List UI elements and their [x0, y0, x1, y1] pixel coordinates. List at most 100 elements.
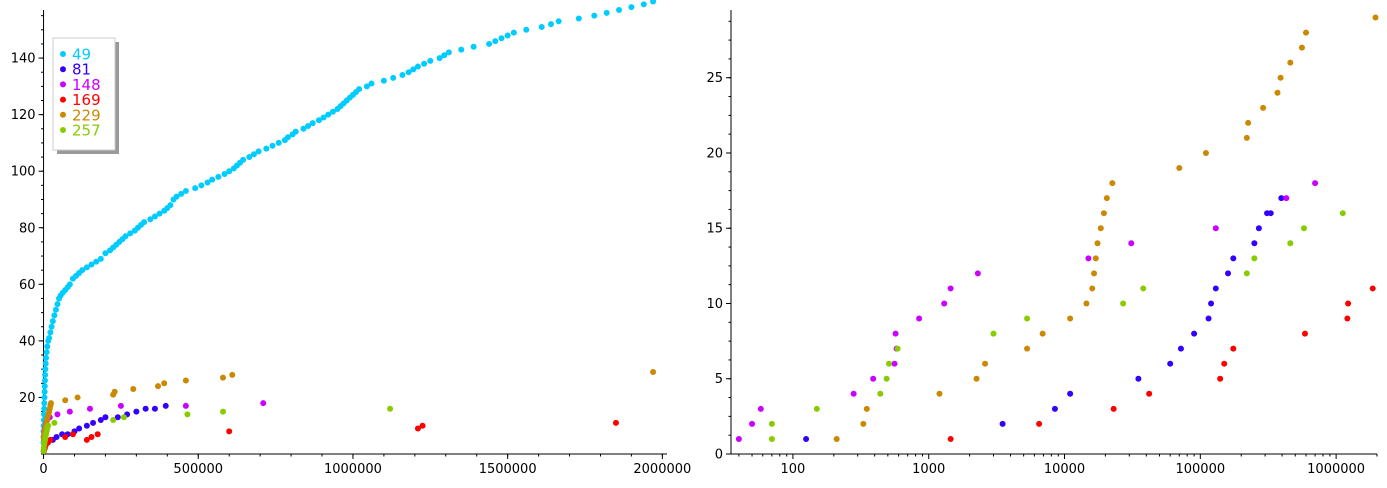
data-point — [49, 318, 56, 325]
data-point — [198, 182, 205, 189]
series-148 — [735, 180, 1319, 442]
data-point — [44, 343, 51, 350]
data-point — [86, 405, 93, 412]
data-point — [142, 405, 149, 412]
legend-marker — [60, 127, 66, 133]
data-point — [441, 52, 448, 59]
data-point — [1212, 225, 1219, 232]
data-point — [380, 77, 387, 84]
legend-label: 49 — [72, 46, 91, 64]
data-point — [192, 185, 199, 192]
legend-marker — [60, 81, 66, 88]
data-point — [1287, 59, 1294, 66]
y-tick-label: 120 — [11, 108, 36, 123]
data-point — [870, 375, 877, 382]
data-point — [209, 176, 216, 183]
data-point — [1110, 405, 1117, 412]
data-point — [1255, 225, 1262, 232]
data-point — [83, 264, 90, 271]
data-point — [982, 360, 989, 367]
legend-marker — [60, 51, 66, 57]
x-tick-label: 0 — [39, 462, 47, 477]
data-point — [1083, 300, 1090, 307]
data-point — [45, 422, 52, 429]
data-point — [1039, 330, 1046, 337]
data-point — [894, 345, 901, 352]
data-point — [891, 360, 898, 367]
data-point — [260, 400, 267, 407]
data-point — [1089, 285, 1096, 292]
legend-marker — [60, 66, 66, 73]
data-point — [69, 431, 76, 438]
data-point — [1300, 225, 1307, 232]
data-point — [54, 301, 61, 308]
data-point — [410, 66, 417, 73]
data-point — [1283, 195, 1290, 202]
data-point — [110, 417, 117, 424]
legend-label: 169 — [72, 91, 101, 109]
data-point — [1245, 119, 1252, 126]
data-point — [43, 349, 50, 356]
data-point — [414, 63, 421, 70]
series-257 — [768, 210, 1346, 442]
data-point — [53, 434, 60, 441]
data-point — [591, 12, 598, 19]
series-49 — [40, 0, 657, 446]
data-point — [757, 405, 764, 412]
series-229 — [40, 368, 657, 443]
data-point — [1092, 255, 1099, 262]
data-point — [1208, 300, 1215, 307]
x-tick-label: 1500000 — [479, 462, 537, 477]
data-point — [603, 9, 610, 16]
data-point — [1051, 405, 1058, 412]
data-point — [1176, 165, 1183, 172]
data-point — [66, 408, 73, 415]
data-point — [141, 219, 148, 226]
legend-label: 257 — [72, 122, 101, 140]
data-point — [947, 285, 954, 292]
y-tick-label: 100 — [11, 165, 36, 180]
data-point — [111, 388, 118, 395]
data-point — [803, 435, 810, 442]
data-point — [1243, 134, 1250, 141]
data-point — [42, 360, 49, 367]
data-point — [182, 377, 189, 384]
data-point — [151, 213, 158, 220]
data-point — [161, 380, 168, 387]
data-point — [1372, 14, 1379, 21]
data-point — [182, 402, 189, 409]
data-point — [52, 306, 59, 313]
data-point — [1135, 375, 1142, 382]
data-point — [1167, 360, 1174, 367]
data-point — [130, 385, 137, 392]
data-point — [1339, 210, 1346, 217]
data-point — [1103, 195, 1110, 202]
data-point — [182, 187, 189, 194]
data-point — [1225, 270, 1232, 277]
data-point — [492, 38, 499, 45]
data-point — [1221, 360, 1228, 367]
data-point — [1274, 89, 1281, 96]
x-tick-label: 10000 — [1044, 462, 1085, 477]
series-257 — [40, 405, 394, 455]
data-point — [220, 408, 226, 415]
data-point — [97, 255, 104, 262]
data-point — [1278, 195, 1285, 202]
data-point — [538, 23, 545, 30]
data-point — [1205, 315, 1212, 322]
data-point — [120, 414, 127, 421]
data-point — [1243, 270, 1250, 277]
data-point — [42, 371, 49, 378]
y-tick-label: 15 — [706, 222, 723, 237]
data-point — [1146, 390, 1153, 397]
data-point — [1217, 375, 1224, 382]
data-point — [1140, 285, 1147, 292]
data-point — [151, 405, 158, 412]
data-point — [612, 419, 619, 426]
data-point — [88, 261, 95, 268]
y-tick-label: 40 — [19, 334, 36, 349]
data-point — [735, 435, 742, 442]
data-point — [850, 390, 857, 397]
y-tick-label: 5 — [715, 372, 723, 387]
left-scatter-plot: 20 40 60 80 100 120 140 0 500000 1000000 1500000 20… — [11, 0, 691, 477]
